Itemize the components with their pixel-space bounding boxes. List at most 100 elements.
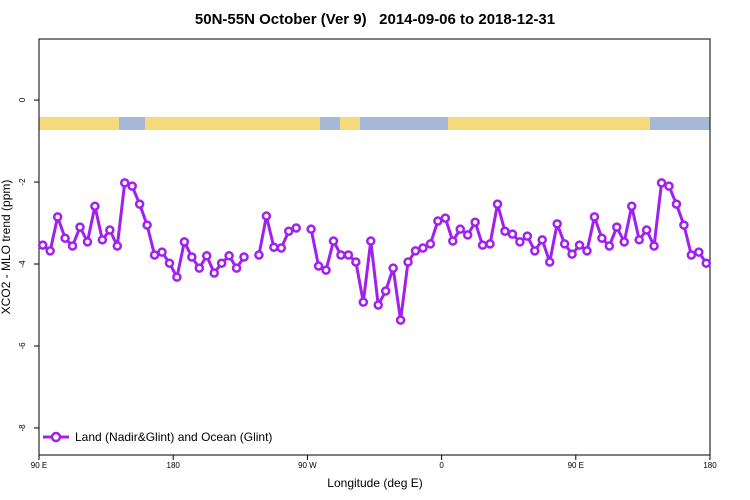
legend-label: Land (Nadir&Glint) and Ocean (Glint) xyxy=(75,430,272,444)
point xyxy=(67,241,78,251)
point xyxy=(455,224,465,234)
point xyxy=(105,225,115,235)
point xyxy=(52,212,63,222)
point xyxy=(612,222,622,232)
x-tick-label: 180 xyxy=(703,461,717,470)
point xyxy=(231,263,242,273)
point xyxy=(701,258,712,268)
point xyxy=(492,199,503,209)
point xyxy=(500,226,510,236)
point xyxy=(261,211,272,221)
point xyxy=(574,240,585,250)
point xyxy=(522,231,533,241)
point xyxy=(134,199,145,209)
point xyxy=(507,229,518,239)
point xyxy=(90,201,100,211)
point xyxy=(97,235,108,245)
point xyxy=(142,220,152,230)
point xyxy=(202,251,212,261)
point xyxy=(671,199,682,209)
point xyxy=(649,241,659,251)
point xyxy=(351,257,361,267)
point xyxy=(119,178,130,188)
point xyxy=(60,233,70,243)
x-axis-label: Longitude (deg E) xyxy=(327,476,422,490)
point xyxy=(82,237,93,247)
point xyxy=(112,241,123,251)
point xyxy=(366,236,376,246)
point xyxy=(194,263,205,273)
point xyxy=(395,315,406,325)
point xyxy=(388,263,398,273)
point xyxy=(313,261,324,271)
point xyxy=(336,250,346,260)
point xyxy=(515,237,525,247)
point xyxy=(626,201,637,211)
point xyxy=(634,235,644,245)
point xyxy=(589,212,600,222)
point xyxy=(157,247,167,257)
point xyxy=(373,300,383,310)
point xyxy=(321,265,331,275)
point xyxy=(209,268,219,278)
chart-title: 50N-55N October (Ver 9) 2014-09-06 to 20… xyxy=(195,11,555,28)
y-tick-label: 0 xyxy=(18,97,27,102)
point xyxy=(276,243,287,253)
point xyxy=(284,226,294,236)
point xyxy=(686,250,697,260)
point xyxy=(269,242,279,252)
y-tick-label: -8 xyxy=(18,424,27,432)
point xyxy=(664,181,674,191)
point xyxy=(604,241,615,251)
point xyxy=(179,237,190,247)
point xyxy=(75,222,85,232)
point xyxy=(485,239,495,249)
point xyxy=(418,243,428,253)
point xyxy=(462,230,473,240)
land-ocean-strip xyxy=(39,117,710,130)
point xyxy=(559,239,570,249)
point xyxy=(530,246,540,256)
point xyxy=(239,252,249,262)
point xyxy=(477,240,488,250)
point xyxy=(164,258,175,268)
y-tick-label: -4 xyxy=(18,260,27,268)
point xyxy=(343,250,354,260)
point xyxy=(45,246,55,256)
point xyxy=(216,258,227,268)
y-axis-label: XCO2 - MLO trend (ppm) xyxy=(0,180,13,315)
point xyxy=(127,181,137,191)
point xyxy=(597,233,607,243)
point xyxy=(619,237,630,247)
point xyxy=(358,297,369,307)
point xyxy=(440,213,451,223)
point xyxy=(149,250,160,260)
point xyxy=(552,219,562,229)
y-tick-label: -2 xyxy=(18,178,27,186)
point xyxy=(544,257,555,267)
x-tick-label: 0 xyxy=(439,461,444,470)
point xyxy=(641,225,652,235)
point xyxy=(306,224,316,234)
x-tick-label: 90 E xyxy=(568,461,584,470)
point xyxy=(567,249,577,259)
point xyxy=(224,251,234,261)
point xyxy=(410,246,421,256)
point xyxy=(187,252,197,262)
point xyxy=(679,220,689,230)
point xyxy=(254,250,264,260)
x-tick-label: 90 W xyxy=(298,461,317,470)
legend-marker xyxy=(50,431,62,443)
point xyxy=(433,216,443,226)
point xyxy=(380,286,391,296)
point xyxy=(537,235,547,245)
point xyxy=(470,217,480,227)
x-tick-label: 90 E xyxy=(31,461,47,470)
point xyxy=(448,236,458,246)
point xyxy=(172,272,182,282)
point xyxy=(425,239,436,249)
point xyxy=(582,246,592,256)
y-tick-label: -6 xyxy=(18,342,27,350)
point xyxy=(291,223,301,233)
